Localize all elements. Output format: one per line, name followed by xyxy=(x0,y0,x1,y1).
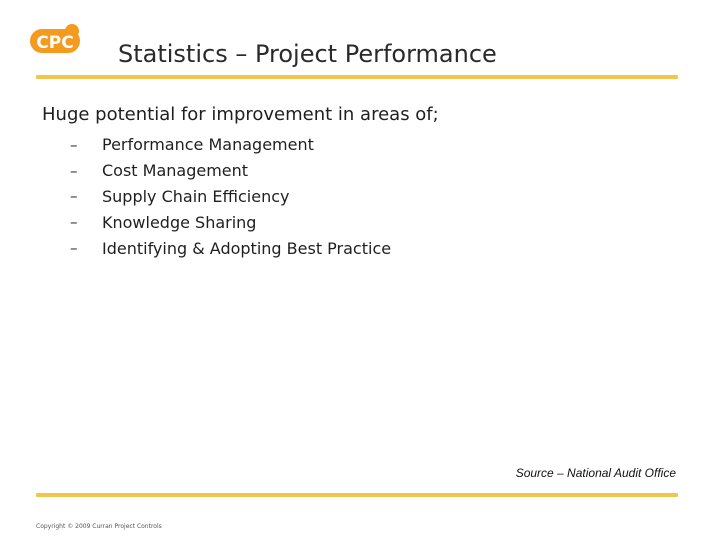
intro-text: Huge potential for improvement in areas … xyxy=(42,104,439,125)
list-item-label: Performance Management xyxy=(102,135,314,155)
list-item: – Cost Management xyxy=(70,158,391,184)
bullet-dash: – xyxy=(70,135,78,154)
list-item-label: Identifying & Adopting Best Practice xyxy=(102,238,392,258)
list-item: – Identifying & Adopting Best Practice xyxy=(70,235,391,261)
list-item-label: Supply Chain Efficiency xyxy=(102,186,290,206)
source-citation: Source – National Audit Office xyxy=(515,466,676,480)
bullet-dash: – xyxy=(70,213,78,232)
cpc-logo: CPC xyxy=(28,22,82,58)
list-item: – Knowledge Sharing xyxy=(70,209,391,235)
title-underline xyxy=(36,75,678,79)
bullet-dash: – xyxy=(70,239,78,258)
list-item-label: Cost Management xyxy=(102,161,249,181)
page-title: Statistics – Project Performance xyxy=(118,40,497,68)
footer-rule xyxy=(36,493,678,497)
copyright-notice: Copyright © 2009 Curran Project Controls xyxy=(36,523,162,530)
svg-text:CPC: CPC xyxy=(36,33,73,53)
bullet-dash: – xyxy=(70,187,78,206)
list-item: – Supply Chain Efficiency xyxy=(70,184,391,210)
bullet-dash: – xyxy=(70,161,78,180)
improvement-areas-list: – Performance Management – Cost Manageme… xyxy=(70,132,391,261)
list-item: – Performance Management xyxy=(70,132,391,158)
list-item-label: Knowledge Sharing xyxy=(102,212,257,232)
